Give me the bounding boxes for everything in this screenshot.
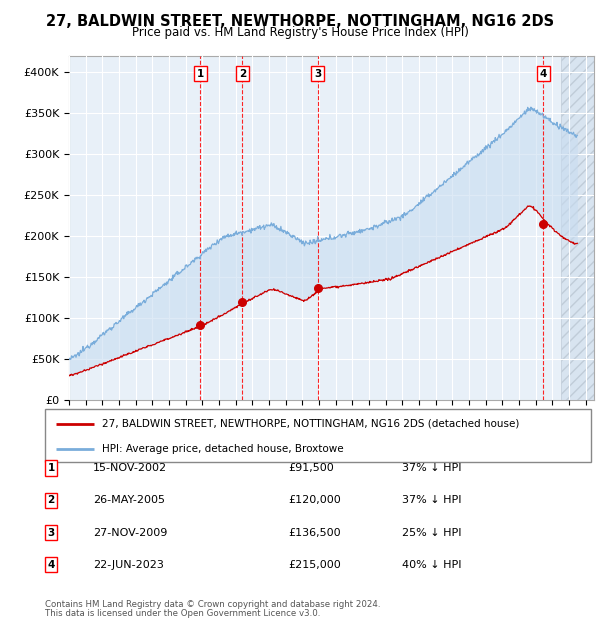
Text: 27, BALDWIN STREET, NEWTHORPE, NOTTINGHAM, NG16 2DS: 27, BALDWIN STREET, NEWTHORPE, NOTTINGHA…: [46, 14, 554, 29]
Text: This data is licensed under the Open Government Licence v3.0.: This data is licensed under the Open Gov…: [45, 608, 320, 618]
Text: 3: 3: [314, 69, 321, 79]
Text: 1: 1: [197, 69, 204, 79]
Text: 4: 4: [540, 69, 547, 79]
Text: 3: 3: [47, 528, 55, 538]
Text: 1: 1: [47, 463, 55, 473]
Text: 37% ↓ HPI: 37% ↓ HPI: [402, 495, 461, 505]
Text: 4: 4: [47, 560, 55, 570]
Text: £215,000: £215,000: [288, 560, 341, 570]
FancyBboxPatch shape: [45, 409, 591, 462]
Text: 37% ↓ HPI: 37% ↓ HPI: [402, 463, 461, 473]
Text: 27-NOV-2009: 27-NOV-2009: [93, 528, 167, 538]
Bar: [560, 56, 600, 400]
Text: £136,500: £136,500: [288, 528, 341, 538]
Text: £120,000: £120,000: [288, 495, 341, 505]
Text: Contains HM Land Registry data © Crown copyright and database right 2024.: Contains HM Land Registry data © Crown c…: [45, 600, 380, 609]
Text: 2: 2: [239, 69, 246, 79]
Text: HPI: Average price, detached house, Broxtowe: HPI: Average price, detached house, Brox…: [103, 444, 344, 454]
Text: £91,500: £91,500: [288, 463, 334, 473]
Text: 40% ↓ HPI: 40% ↓ HPI: [402, 560, 461, 570]
Text: 27, BALDWIN STREET, NEWTHORPE, NOTTINGHAM, NG16 2DS (detached house): 27, BALDWIN STREET, NEWTHORPE, NOTTINGHA…: [103, 419, 520, 429]
Text: Price paid vs. HM Land Registry's House Price Index (HPI): Price paid vs. HM Land Registry's House …: [131, 26, 469, 39]
Text: 26-MAY-2005: 26-MAY-2005: [93, 495, 165, 505]
Text: 25% ↓ HPI: 25% ↓ HPI: [402, 528, 461, 538]
Text: 2: 2: [47, 495, 55, 505]
Text: 15-NOV-2002: 15-NOV-2002: [93, 463, 167, 473]
Text: 22-JUN-2023: 22-JUN-2023: [93, 560, 164, 570]
